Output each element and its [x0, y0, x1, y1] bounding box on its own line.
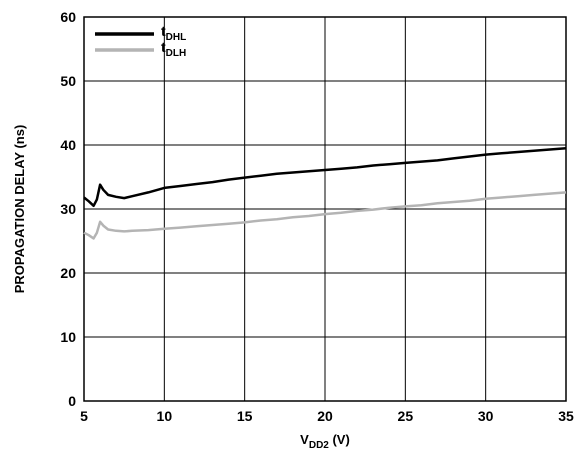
x-tick-label: 10	[157, 408, 173, 424]
y-tick-label: 50	[60, 73, 76, 89]
series-line-tdlh	[83, 191, 567, 240]
y-tick-label: 30	[60, 201, 76, 217]
y-tick-label: 10	[60, 329, 76, 345]
grid	[84, 17, 566, 401]
series-line-tdhl	[83, 146, 567, 208]
series-layer	[83, 146, 567, 240]
y-tick-label: 0	[68, 393, 76, 409]
x-tick-label: 25	[398, 408, 414, 424]
x-tick-label: 30	[478, 408, 494, 424]
x-tick-label: 35	[558, 408, 574, 424]
plot-frame	[83, 16, 567, 402]
x-tick-labels: 5 10 15 20 25 30 35	[80, 408, 574, 424]
y-tick-label: 60	[60, 9, 76, 25]
legend-label-tdhl: tDHL	[161, 23, 186, 43]
y-tick-label: 40	[60, 137, 76, 153]
x-tick-label: 5	[80, 408, 88, 424]
legend-label-tdlh: tDLH	[161, 39, 186, 59]
x-axis-label: VDD2 (V)	[300, 432, 350, 451]
x-tick-label: 20	[317, 408, 333, 424]
x-tick-label: 15	[237, 408, 253, 424]
legend: tDHL tDLH	[95, 23, 186, 59]
y-tick-label: 20	[60, 265, 76, 281]
y-axis-label: PROPAGATION DELAY (ns)	[12, 125, 27, 294]
y-tick-labels: 0 10 20 30 40 50 60	[60, 9, 76, 409]
